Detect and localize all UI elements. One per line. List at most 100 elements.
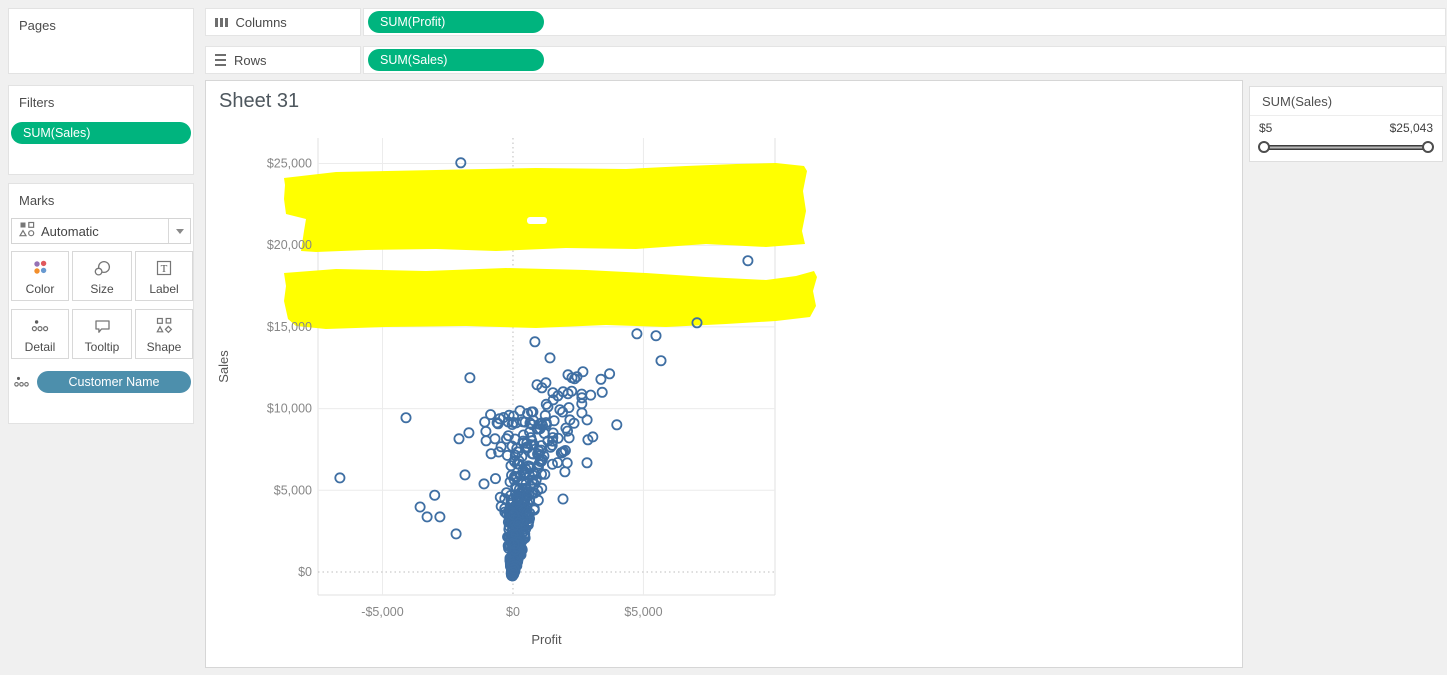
- scatter-point[interactable]: [535, 468, 547, 480]
- rows-pill-sum-sales[interactable]: SUM(Sales): [368, 49, 544, 71]
- scatter-point[interactable]: [546, 458, 558, 470]
- scatter-point[interactable]: [517, 435, 529, 447]
- scatter-point[interactable]: [517, 518, 529, 530]
- detail-button[interactable]: Detail: [11, 309, 69, 359]
- scatter-point[interactable]: [508, 474, 520, 486]
- scatter-point[interactable]: [532, 462, 544, 474]
- color-button[interactable]: Color: [11, 251, 69, 301]
- scatter-point[interactable]: [508, 509, 520, 521]
- scatter-point[interactable]: [631, 328, 643, 340]
- label-button[interactable]: T Label: [135, 251, 193, 301]
- scatter-point[interactable]: [514, 405, 526, 417]
- scatter-point[interactable]: [512, 517, 524, 529]
- scatter-point[interactable]: [480, 435, 492, 447]
- scatter-point[interactable]: [400, 412, 412, 424]
- mark-type-dropdown-arrow[interactable]: [168, 219, 190, 243]
- slider-handle-min[interactable]: [1258, 141, 1270, 153]
- scatter-point[interactable]: [655, 355, 667, 367]
- scatter-point[interactable]: [509, 470, 521, 482]
- scatter-point[interactable]: [557, 445, 569, 457]
- scatter-point[interactable]: [542, 401, 554, 413]
- scatter-point[interactable]: [421, 511, 433, 523]
- scatter-point[interactable]: [480, 425, 492, 437]
- scatter-point[interactable]: [478, 478, 490, 490]
- scatter-point[interactable]: [510, 481, 522, 493]
- scatter-point[interactable]: [595, 373, 607, 385]
- scatter-chart[interactable]: -$5,000 $0 $5,000 $0 $5,000 $10,000 $15,000 $20…: [206, 81, 1242, 667]
- scatter-point[interactable]: [506, 440, 518, 452]
- scatter-point[interactable]: [561, 425, 573, 437]
- scatter-point[interactable]: [485, 409, 497, 421]
- scatter-point[interactable]: [562, 388, 574, 400]
- scatter-point[interactable]: [577, 366, 589, 378]
- columns-shelf[interactable]: SUM(Profit): [363, 8, 1446, 36]
- scatter-point[interactable]: [561, 457, 573, 469]
- slider-track[interactable]: [1262, 145, 1430, 150]
- scatter-point[interactable]: [533, 458, 545, 470]
- scatter-point[interactable]: [429, 489, 441, 501]
- scatter-point[interactable]: [546, 439, 558, 451]
- scatter-point[interactable]: [508, 538, 520, 550]
- scatter-point[interactable]: [527, 448, 539, 460]
- scatter-point[interactable]: [524, 426, 536, 438]
- scatter-point[interactable]: [520, 482, 532, 494]
- scatter-point[interactable]: [576, 407, 588, 419]
- scatter-point[interactable]: [517, 416, 529, 428]
- scatter-point[interactable]: [557, 386, 569, 398]
- shape-button[interactable]: Shape: [135, 309, 193, 359]
- detail-pill-customer-name[interactable]: Customer Name: [37, 371, 191, 393]
- rows-shelf[interactable]: SUM(Sales): [363, 46, 1446, 74]
- scatter-point[interactable]: [455, 157, 467, 169]
- scatter-point[interactable]: [585, 389, 597, 401]
- scatter-point[interactable]: [334, 472, 346, 484]
- scatter-point[interactable]: [544, 352, 556, 364]
- scatter-point[interactable]: [479, 416, 491, 428]
- mark-type-dropdown[interactable]: Automatic: [11, 218, 191, 244]
- filter-pill-sum-sales[interactable]: SUM(Sales): [11, 122, 191, 144]
- scatter-point[interactable]: [604, 368, 616, 380]
- scatter-point[interactable]: [494, 491, 506, 503]
- scatter-point[interactable]: [522, 460, 534, 472]
- scatter-point[interactable]: [557, 493, 569, 505]
- scatter-point[interactable]: [564, 414, 576, 426]
- scatter-point[interactable]: [509, 544, 521, 556]
- scatter-point[interactable]: [536, 482, 548, 494]
- scatter-point[interactable]: [596, 386, 608, 398]
- scatter-point[interactable]: [547, 427, 559, 439]
- scatter-point[interactable]: [491, 417, 503, 429]
- scatter-point[interactable]: [485, 448, 497, 460]
- scatter-point[interactable]: [502, 430, 514, 442]
- scatter-point[interactable]: [581, 457, 593, 469]
- scatter-point[interactable]: [536, 382, 548, 394]
- scatter-point[interactable]: [742, 255, 754, 267]
- scatter-point[interactable]: [510, 417, 522, 429]
- scatter-point[interactable]: [434, 511, 446, 523]
- scatter-point[interactable]: [512, 494, 524, 506]
- scatter-point[interactable]: [489, 473, 501, 485]
- scatter-point[interactable]: [691, 317, 703, 329]
- scatter-point[interactable]: [576, 392, 588, 404]
- scatter-point[interactable]: [414, 501, 426, 513]
- scatter-point[interactable]: [520, 467, 532, 479]
- scatter-point[interactable]: [611, 419, 623, 431]
- scatter-point[interactable]: [495, 441, 507, 453]
- scatter-point[interactable]: [519, 442, 531, 454]
- columns-pill-sum-profit[interactable]: SUM(Profit): [368, 11, 544, 33]
- pages-shelf[interactable]: Pages: [8, 8, 194, 74]
- scatter-point[interactable]: [540, 418, 552, 430]
- scatter-point[interactable]: [650, 330, 662, 342]
- scatter-point[interactable]: [511, 458, 523, 470]
- filters-shelf[interactable]: Filters SUM(Sales): [8, 85, 194, 175]
- scatter-point[interactable]: [509, 456, 521, 468]
- size-button[interactable]: Size: [72, 251, 132, 301]
- scatter-point[interactable]: [547, 435, 559, 447]
- scatter-point[interactable]: [464, 372, 476, 384]
- scatter-point[interactable]: [453, 433, 465, 445]
- scatter-point[interactable]: [581, 414, 593, 426]
- scatter-point[interactable]: [559, 466, 571, 478]
- scatter-point[interactable]: [522, 497, 534, 509]
- scatter-point[interactable]: [489, 433, 501, 445]
- scatter-point[interactable]: [524, 507, 536, 519]
- scatter-point[interactable]: [566, 372, 578, 384]
- scatter-point[interactable]: [547, 387, 559, 399]
